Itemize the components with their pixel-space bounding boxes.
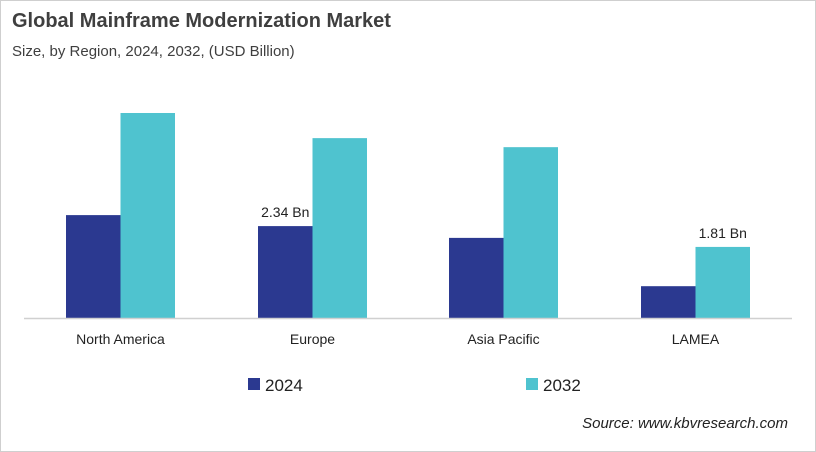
x-tick-label: LAMEA: [672, 331, 720, 347]
bar-2024-asia-pacific: [449, 237, 504, 318]
legend-label-2032: 2032: [543, 376, 581, 395]
chart-title: Global Mainframe Modernization Market: [12, 10, 391, 32]
legend-swatch-2032: [526, 378, 538, 390]
x-tick-label: North America: [76, 331, 165, 347]
data-label: 1.81 Bn: [699, 225, 747, 241]
legend-label-2024: 2024: [265, 376, 303, 395]
bar-2024-north-america: [66, 215, 121, 318]
bar-2032-lamea: [695, 246, 750, 318]
x-tick-label: Europe: [290, 331, 335, 347]
bar-2032-north-america: [120, 112, 175, 318]
bar-2024-europe: [258, 226, 313, 318]
bar-2024-lamea: [641, 286, 696, 318]
bar-2032-asia-pacific: [503, 147, 558, 318]
source-note: Source: www.kbvresearch.com: [582, 415, 788, 432]
bar-2032-europe: [312, 138, 367, 318]
x-tick-label: Asia Pacific: [467, 331, 539, 347]
legend-swatch-2024: [248, 378, 260, 390]
data-label: 2.34 Bn: [261, 204, 309, 220]
chart-subtitle: Size, by Region, 2024, 2032, (USD Billio…: [12, 43, 295, 60]
